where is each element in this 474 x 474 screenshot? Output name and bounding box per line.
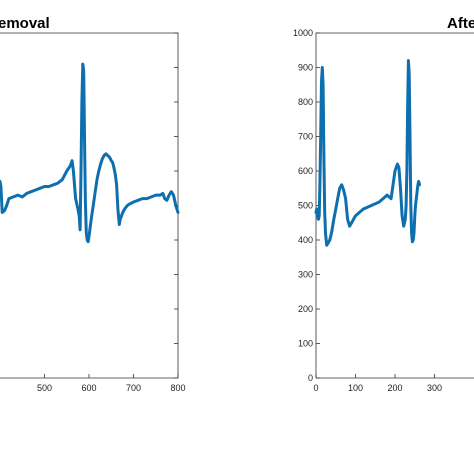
y-tick-label: 700 [298,132,313,142]
right-axis-ticks: 0 100 200 300 0 100 200 300 400 500 600 700 800 900 10… [293,28,442,393]
right-plot-area [314,59,421,247]
y-tick-label: 800 [298,97,313,107]
left-panel: emoval 500 600 700 800 [0,15,186,393]
y-tick-label: 0 [308,373,313,383]
left-axes-box [0,32,179,379]
x-tick-label: 200 [387,383,402,393]
x-tick-label: 700 [126,383,141,393]
right-axes-box [315,32,474,379]
y-tick-label: 200 [298,304,313,314]
right-chart-title: Afte [447,15,474,32]
ecg-signal-line [314,59,421,247]
left-chart-title: emoval [0,15,50,32]
right-panel: Afte 0 100 200 300 0 100 200 300 400 500 600 700 800… [293,15,474,393]
y-tick-label: 600 [298,166,313,176]
y-tick-label: 1000 [293,28,313,38]
x-tick-label: 0 [313,383,318,393]
y-tick-label: 100 [298,339,313,349]
ecg-signal-line [0,62,180,244]
y-tick-label: 400 [298,235,313,245]
x-tick-label: 500 [37,383,52,393]
x-tick-label: 600 [81,383,96,393]
y-tick-label: 300 [298,270,313,280]
left-axis-ticks: 500 600 700 800 [37,32,186,393]
y-tick-label: 900 [298,63,313,73]
y-tick-label: 500 [298,201,313,211]
x-tick-label: 100 [348,383,363,393]
left-plot-area [0,62,180,244]
x-tick-label: 300 [427,383,442,393]
x-tick-label: 800 [170,383,185,393]
